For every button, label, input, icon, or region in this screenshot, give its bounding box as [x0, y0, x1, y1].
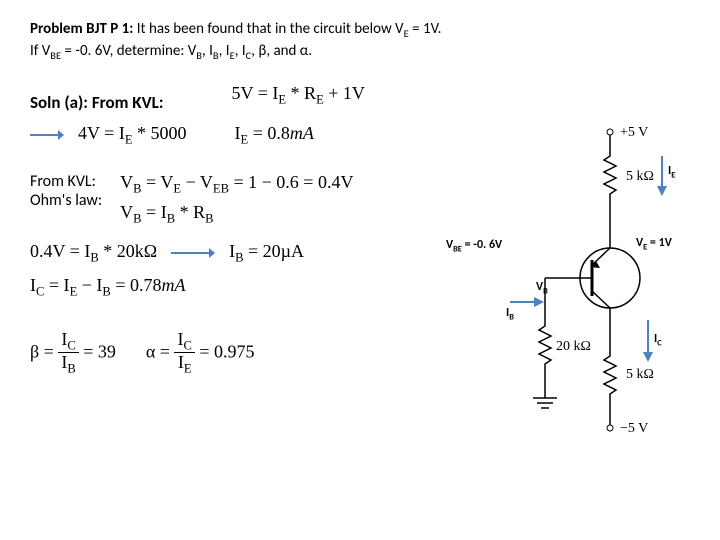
eq-ie: IE = 0.8mA — [235, 123, 314, 148]
eq-4v: 4V = IE * 5000 — [78, 123, 187, 148]
eq-kvl-1: 5V = IE * RE + 1V — [232, 83, 365, 108]
ann-ic: IC — [654, 332, 662, 348]
problem-line-1: Problem BJT P 1: It has been found that … — [30, 20, 690, 40]
circuit-diagram: +5 V 5 kΩ 20 kΩ 5 kΩ −5 V — [440, 120, 700, 480]
ann-ie: IE — [668, 164, 675, 180]
soln-heading: Soln (a): From KVL: — [30, 92, 164, 113]
ann-vbe: VBE = -0. 6V — [446, 238, 502, 254]
eq-vb: VB = VE − VEB = 1 − 0.6 = 0.4V — [120, 172, 353, 197]
circuit-svg: +5 V 5 kΩ 20 kΩ 5 kΩ −5 V — [440, 120, 700, 480]
ohms-law-label: Ohm's law: — [30, 191, 102, 210]
ann-ve: VE = 1V — [636, 236, 672, 252]
eq-vb-ib: VB = IB * RB — [120, 202, 353, 227]
label-r1: 5 kΩ — [626, 169, 654, 184]
label-r2: 20 kΩ — [556, 339, 591, 354]
eq-04v: 0.4V = IB * 20kΩ — [30, 241, 157, 266]
ann-vb: VB — [536, 280, 548, 296]
arrow-icon — [171, 246, 215, 260]
problem-title: Problem BJT P 1: — [30, 20, 133, 38]
label-r3: 5 kΩ — [626, 367, 654, 382]
from-kvl-label: From KVL: — [30, 172, 102, 191]
eq-ic: IC = IE − IB = 0.78mA — [30, 275, 185, 300]
problem-line-2: If VBE = -0. 6V, determine: VB, IB, IE, … — [30, 42, 690, 62]
eq-beta: β = ICIB = 39 — [30, 330, 116, 377]
eq-ib: IB = 20µA — [229, 241, 304, 266]
eq-alpha: α = ICIE = 0.975 — [146, 330, 255, 377]
ann-ib: IB — [506, 306, 514, 322]
label-vminus: −5 V — [620, 421, 648, 436]
arrow-icon — [30, 128, 64, 142]
label-vplus: +5 V — [620, 125, 648, 140]
